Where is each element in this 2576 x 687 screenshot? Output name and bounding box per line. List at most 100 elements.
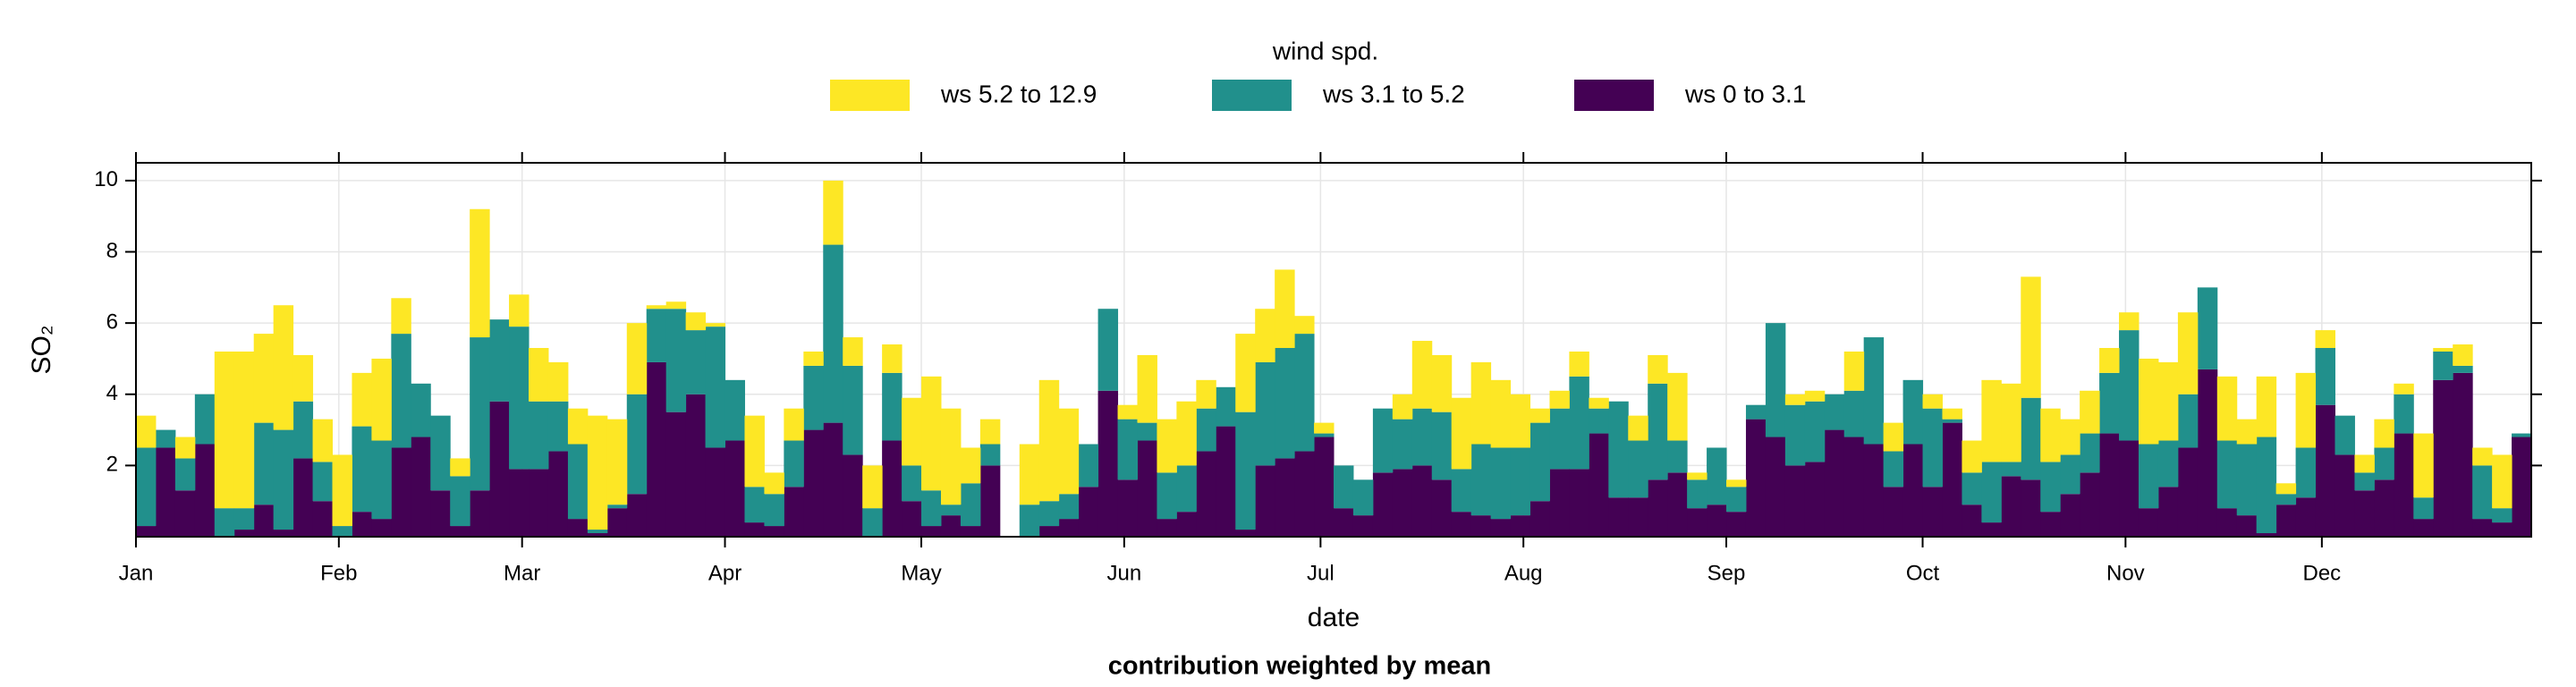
bar-segment bbox=[940, 408, 962, 505]
bar-segment bbox=[1038, 501, 1060, 527]
x-tick-label: Oct bbox=[1906, 561, 1940, 585]
bar-segment bbox=[312, 501, 334, 537]
bar-segment bbox=[1745, 404, 1767, 420]
bar-segment bbox=[1137, 354, 1157, 423]
bar-segment bbox=[430, 415, 451, 491]
bar-segment bbox=[2177, 394, 2199, 448]
bar-segment bbox=[1804, 390, 1826, 402]
bar-segment bbox=[1255, 465, 1275, 537]
bar-segment bbox=[2157, 487, 2179, 537]
bar-segment bbox=[1648, 479, 1668, 537]
bar-segment bbox=[2080, 472, 2100, 537]
bar-segment bbox=[1038, 526, 1060, 537]
bar-segment bbox=[1628, 497, 1648, 537]
bar-segment bbox=[1275, 269, 1295, 349]
bar-segment bbox=[1942, 419, 1962, 423]
bar-segment bbox=[1765, 437, 1786, 537]
bar-segment bbox=[1314, 437, 1335, 537]
bar-segment bbox=[411, 437, 431, 537]
bar-segment bbox=[450, 458, 470, 477]
bar-segment bbox=[1902, 379, 1924, 445]
bar-segment bbox=[1058, 408, 1080, 495]
bar-segment bbox=[2295, 372, 2317, 448]
bar-segment bbox=[2080, 433, 2100, 473]
bar-segment bbox=[940, 505, 962, 516]
bar-segment bbox=[1981, 522, 2002, 537]
bar-segment bbox=[1784, 404, 1806, 466]
bar-segment bbox=[136, 447, 157, 527]
bar-segment bbox=[1608, 401, 1629, 498]
bar-segment bbox=[194, 394, 216, 445]
bar-segment bbox=[1019, 505, 1040, 537]
bar-segment bbox=[371, 358, 392, 441]
bar-segment bbox=[979, 444, 1001, 466]
bar-segment bbox=[2119, 330, 2140, 441]
bar-segment bbox=[2256, 533, 2277, 537]
bar-segment bbox=[312, 419, 334, 462]
x-tick-label: Jun bbox=[1107, 561, 1142, 585]
bar-segment bbox=[1176, 401, 1197, 466]
bar-segment bbox=[2492, 454, 2512, 509]
bar-segment bbox=[1784, 465, 1806, 537]
bar-segment bbox=[2512, 433, 2532, 437]
bar-segment bbox=[1981, 379, 2002, 462]
bar-segment bbox=[882, 440, 902, 537]
bar-segment bbox=[823, 244, 843, 423]
bar-segment bbox=[587, 415, 608, 530]
bar-segment bbox=[606, 508, 628, 537]
bar-segment bbox=[2315, 404, 2335, 537]
bar-segment bbox=[2040, 462, 2061, 513]
bar-segment bbox=[352, 372, 372, 427]
y-axis-label: SO₂ bbox=[27, 326, 56, 375]
bar-segment bbox=[2256, 376, 2277, 437]
bar-segment bbox=[2177, 312, 2199, 394]
bar-segment bbox=[705, 327, 726, 448]
bar-segment bbox=[843, 454, 863, 537]
bar-segment bbox=[2157, 440, 2179, 488]
bar-segment bbox=[1510, 447, 1531, 516]
bar-segment bbox=[1176, 465, 1197, 513]
bar-segment bbox=[784, 408, 804, 441]
bar-segment bbox=[509, 469, 530, 537]
bar-segment bbox=[2001, 476, 2021, 537]
bar-segment bbox=[2216, 508, 2238, 537]
caption: contribution weighted by mean bbox=[1108, 652, 1492, 681]
bar-segment bbox=[1942, 408, 1962, 420]
bar-segment bbox=[1275, 348, 1295, 459]
bar-segment bbox=[1117, 479, 1138, 537]
bar-segment bbox=[2060, 454, 2080, 495]
bar-segment bbox=[2236, 515, 2258, 537]
bar-segment bbox=[1411, 408, 1433, 466]
bar-segment bbox=[1648, 354, 1668, 384]
bar-segment bbox=[1490, 519, 1512, 537]
bar-segment bbox=[1352, 515, 1374, 537]
bar-segment bbox=[1549, 469, 1570, 537]
bar-segment bbox=[1589, 408, 1609, 434]
bar-segment bbox=[2080, 390, 2100, 434]
bar-segment bbox=[1334, 508, 1354, 537]
bar-segment bbox=[2099, 372, 2120, 434]
bar-segment bbox=[1902, 444, 1924, 537]
bar-segment bbox=[1117, 404, 1138, 420]
bar-segment bbox=[1255, 361, 1275, 466]
bar-segment bbox=[292, 401, 314, 459]
y-tick-label: 6 bbox=[106, 310, 118, 334]
bar-segment bbox=[1981, 462, 2002, 523]
x-tick-label: May bbox=[901, 561, 941, 585]
bar-segment bbox=[2315, 330, 2335, 349]
x-tick-label: Jul bbox=[1307, 561, 1335, 585]
bar-segment bbox=[1745, 419, 1767, 537]
legend-title: wind spd. bbox=[1272, 37, 1378, 64]
legend-swatch bbox=[830, 80, 910, 111]
bar-segment bbox=[2374, 479, 2394, 537]
bar-segment bbox=[529, 469, 549, 537]
bar-segment bbox=[273, 305, 294, 430]
bar-segment bbox=[233, 530, 255, 537]
bar-segment bbox=[784, 487, 804, 537]
bar-segment bbox=[665, 411, 687, 537]
legend-swatch bbox=[1574, 80, 1654, 111]
bar-segment bbox=[1392, 469, 1413, 537]
bar-segment bbox=[626, 494, 648, 537]
bar-segment bbox=[1470, 444, 1492, 516]
